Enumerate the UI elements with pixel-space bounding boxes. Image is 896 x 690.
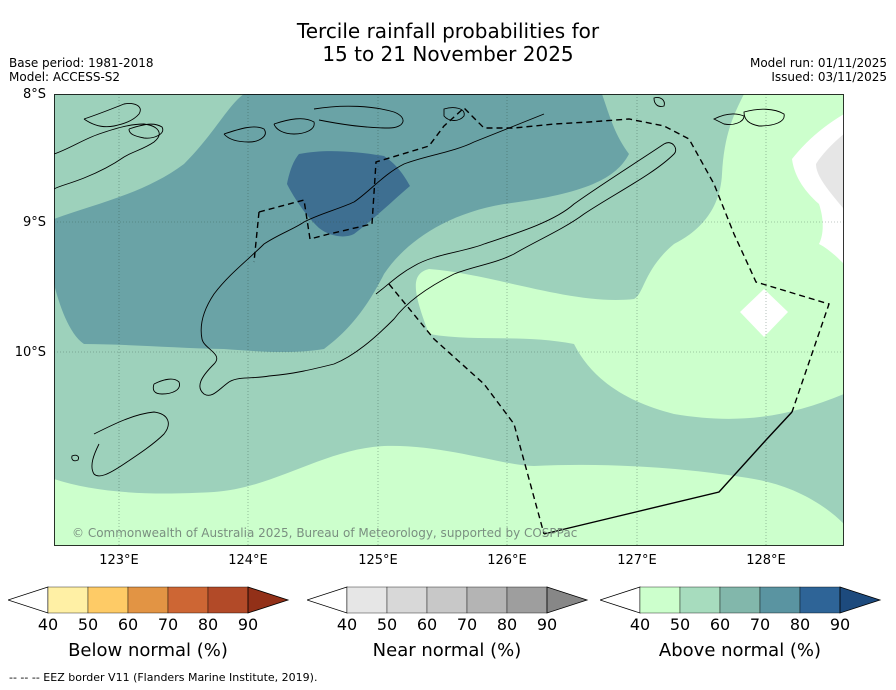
colorbar-tick-label: 70 <box>749 615 771 634</box>
colorbar-tick-label: 40 <box>336 615 358 634</box>
lon-label-127: 127°E <box>617 553 657 568</box>
colorbar-max-extend <box>247 586 290 614</box>
colorbar-tick-label: 70 <box>157 615 179 634</box>
coastlines <box>54 97 785 477</box>
colorbar-segment <box>466 586 508 614</box>
colorbar-segment <box>719 586 761 614</box>
colorbar-segment <box>426 586 468 614</box>
colorbar-segment <box>346 586 388 614</box>
base-period: Base period: 1981-2018 <box>9 56 154 70</box>
colorbar-segment <box>679 586 721 614</box>
colorbar-segment <box>759 586 801 614</box>
region-white-diamond <box>740 289 788 337</box>
colorbar-tick-label: 80 <box>197 615 219 634</box>
lon-label-128: 128°E <box>746 553 786 568</box>
colorbar-tick-label: 60 <box>416 615 438 634</box>
title-line-2: 15 to 21 November 2025 <box>322 42 574 66</box>
colorbar-tick-label: 50 <box>77 615 99 634</box>
colorbar-above-title: Above normal (%) <box>658 640 822 661</box>
colorbar-segment <box>799 586 841 614</box>
colorbar-max-extend <box>546 586 589 614</box>
colorbar-tick-label: 60 <box>709 615 731 634</box>
map-title: Tercile rainfall probabilities for 15 to… <box>0 20 896 66</box>
lon-label-124: 124°E <box>228 553 268 568</box>
region-above-70 <box>287 151 410 237</box>
gridlines <box>54 94 844 546</box>
colorbar-tick-label: 90 <box>829 615 851 634</box>
colorbar-segment <box>639 586 681 614</box>
colorbar-max-extend <box>839 586 882 614</box>
colorbar-segment <box>506 586 548 614</box>
eez-footnote: -- -- -- EEZ border V11 (Flanders Marine… <box>9 671 318 684</box>
lon-label-123: 123°E <box>99 553 139 568</box>
colorbar-tick-label: 60 <box>117 615 139 634</box>
colorbar-tick-label: 90 <box>536 615 558 634</box>
colorbar-segment <box>386 586 428 614</box>
colorbar-tick-label: 90 <box>237 615 259 634</box>
colorbar-tick-label: 40 <box>37 615 59 634</box>
colorbar-min-extend <box>307 586 348 614</box>
meta-right: Model run: 01/11/2025 Issued: 03/11/2025 <box>750 56 887 84</box>
colorbar-segment <box>47 586 89 614</box>
region-above-40-east <box>415 94 844 419</box>
lon-label-126: 126°E <box>487 553 527 568</box>
colorbar-segment <box>87 586 129 614</box>
colorbar-segment <box>127 586 169 614</box>
issued-date: Issued: 03/11/2025 <box>771 70 887 84</box>
lon-label-125: 125°E <box>358 553 398 568</box>
colorbar-min-extend <box>600 586 641 614</box>
colorbar-below-graphic <box>8 586 290 614</box>
model-run: Model run: 01/11/2025 <box>749 56 887 70</box>
colorbar-tick-label: 80 <box>789 615 811 634</box>
meta-left: Base period: 1981-2018 Model: ACCESS-S2 <box>9 56 154 84</box>
copyright-notice: © Commonwealth of Australia 2025, Bureau… <box>72 526 578 540</box>
eez-border <box>253 107 830 535</box>
colorbar-above-graphic <box>600 586 882 614</box>
colorbar-near-graphic <box>307 586 589 614</box>
title-line-1: Tercile rainfall probabilities for <box>296 19 600 43</box>
colorbar-tick-label: 50 <box>376 615 398 634</box>
model-name: Model: ACCESS-S2 <box>9 70 121 84</box>
lat-label-10s: 10°S <box>14 345 46 360</box>
colorbar-segment <box>167 586 209 614</box>
lat-label-9s: 9°S <box>22 215 46 230</box>
colorbar-tick-label: 80 <box>496 615 518 634</box>
region-above-40-south <box>54 445 844 546</box>
colorbar-tick-label: 50 <box>669 615 691 634</box>
lat-label-8s: 8°S <box>22 87 46 102</box>
colorbar-segment <box>207 586 249 614</box>
region-near-40-grey <box>816 134 844 209</box>
colorbar-below-title: Below normal (%) <box>68 640 228 661</box>
eez-border-solid <box>543 411 793 535</box>
colorbar-tick-label: 40 <box>629 615 651 634</box>
colorbar-tick-label: 70 <box>456 615 478 634</box>
colorbar-near-title: Near normal (%) <box>372 640 522 661</box>
tercile-map <box>54 94 844 546</box>
colorbar-min-extend <box>8 586 49 614</box>
